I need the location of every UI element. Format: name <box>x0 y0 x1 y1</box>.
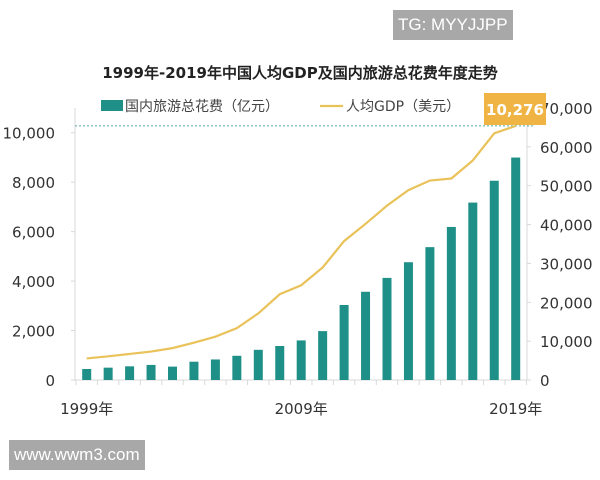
bar-2004 <box>189 361 199 380</box>
legend-line-label: 人均GDP（美元） <box>346 99 460 115</box>
left-tick-label: 6,000 <box>12 224 55 242</box>
right-tick-label: 70,000 <box>540 100 593 118</box>
bar-2008 <box>275 346 285 380</box>
legend-bar-label: 国内旅游总花费（亿元） <box>125 99 279 115</box>
bar-2005 <box>210 359 220 380</box>
right-tick-label: 40,000 <box>540 217 593 235</box>
bar-2011 <box>339 304 349 380</box>
bar-2010 <box>318 331 328 380</box>
bar-2012 <box>361 291 371 380</box>
x-tick-label: 1999年 <box>60 400 113 418</box>
bar-2002 <box>146 364 156 380</box>
x-tick-label: 2019年 <box>489 400 542 418</box>
bar-2000 <box>103 367 113 380</box>
bar-2006 <box>232 355 242 380</box>
right-tick-label: 20,000 <box>540 294 593 312</box>
bar-2017 <box>468 202 478 380</box>
bar-2016 <box>446 226 456 380</box>
x-tick-label: 2009年 <box>275 400 328 418</box>
bar-2003 <box>168 366 177 380</box>
right-tick-label: 50,000 <box>540 178 593 196</box>
bar-2009 <box>296 340 306 380</box>
bar-2018 <box>489 180 499 380</box>
left-tick-label: 4,000 <box>12 273 55 291</box>
annotation-label: 10,276 <box>486 101 544 119</box>
right-tick-label: 10,000 <box>540 333 593 351</box>
bar-2019 <box>511 157 521 380</box>
bar-2001 <box>125 366 135 380</box>
chart-title: 1999年-2019年中国人均GDP及国内旅游总花费年度走势 <box>102 64 498 82</box>
bar-1999 <box>82 368 92 380</box>
bar-2015 <box>425 247 435 380</box>
watermark-bottom: www.wwm3.com <box>9 440 145 470</box>
right-tick-label: 30,000 <box>540 255 593 273</box>
left-tick-label: 0 <box>45 372 55 390</box>
left-tick-label: 8,000 <box>12 174 55 192</box>
left-tick-label: 2,000 <box>12 323 55 341</box>
right-tick-label: 0 <box>540 372 550 390</box>
bar-2013 <box>382 277 392 380</box>
bar-2014 <box>403 262 413 380</box>
left-tick-label: 10,000 <box>3 125 56 143</box>
legend-bar-swatch <box>101 100 123 111</box>
watermark-top: TG: MYYJJPP <box>393 10 513 40</box>
bar-2007 <box>253 349 263 380</box>
right-tick-label: 60,000 <box>540 139 593 157</box>
annotation-badge <box>484 93 546 125</box>
